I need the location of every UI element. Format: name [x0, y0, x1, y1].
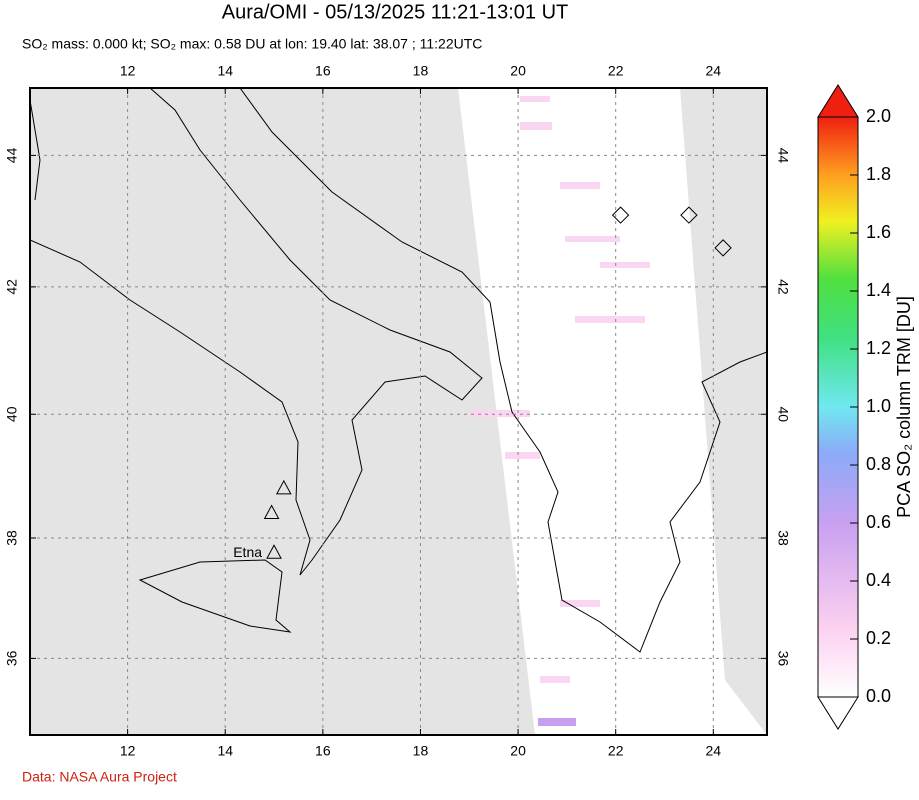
colorbar-tick-label: 0.4: [866, 570, 891, 590]
x-tick-label: 20: [510, 63, 526, 79]
volcano-marker: [266, 544, 282, 559]
x-tick-label: 12: [120, 743, 136, 759]
credit: Data: NASA Aura Project: [22, 769, 177, 785]
colorbar-tick-label: 1.6: [866, 222, 891, 242]
swath-stripes: [470, 96, 650, 683]
volcano-marker: [680, 206, 698, 224]
coastlines: [30, 88, 767, 653]
y-tick-label: 38: [4, 530, 20, 546]
colorbar-max-arrow: [817, 84, 859, 118]
no-data-right: [680, 88, 767, 735]
x-tick-label: 20: [510, 743, 526, 759]
colorbar-min-arrow: [817, 696, 859, 730]
x-tick-label: 16: [315, 63, 331, 79]
colorbar-tick-label: 1.2: [866, 338, 891, 358]
volcano-marker: [275, 479, 292, 495]
y-tick-label: 38: [775, 530, 791, 546]
x-tick-label: 24: [706, 63, 722, 79]
y-tick-label: 36: [4, 650, 20, 666]
subtitle: SO₂ mass: 0.000 kt; SO₂ max: 0.58 DU at …: [22, 36, 482, 52]
y-tick-label: 44: [4, 147, 20, 163]
volcano-label: Etna: [233, 544, 262, 560]
x-tick-label: 14: [217, 743, 233, 759]
colorbar-tick-label: 0.8: [866, 454, 891, 474]
no-data-left: [30, 88, 535, 735]
x-tick-label: 22: [608, 63, 624, 79]
x-tick-label: 16: [315, 743, 331, 759]
y-tick-label: 40: [775, 406, 791, 422]
volcano-marker: [611, 206, 630, 224]
x-tick-label: 22: [608, 743, 624, 759]
map-area: Etna: [30, 88, 767, 735]
colorbar-tick-label: 0.0: [866, 686, 891, 706]
y-tick-label: 44: [775, 148, 791, 164]
title: Aura/OMI - 05/13/2025 11:21-13:01 UT: [222, 1, 569, 23]
y-tick-label: 40: [4, 406, 20, 422]
colorbar-tick-label: 2.0: [866, 106, 891, 126]
colorbar-tick-label: 0.6: [866, 512, 891, 532]
x-tick-label: 12: [120, 63, 136, 79]
volcano-marker: [263, 504, 280, 520]
y-tick-label: 42: [4, 279, 20, 295]
colorbar-tick-label: 1.4: [866, 280, 891, 300]
markers: Etna: [233, 206, 732, 560]
colorbar-tick-label: 1.8: [866, 164, 891, 184]
colorbar-tick-label: 1.0: [866, 396, 891, 416]
x-tick-label: 14: [217, 63, 233, 79]
axes: 12 12 14 14 16 16 18 18 20 20 22 22 24 24 36 36 38 38 40 40…: [4, 63, 792, 759]
x-tick-label: 24: [706, 743, 722, 759]
grid: [30, 88, 767, 735]
x-tick-label: 18: [413, 63, 429, 79]
x-tick-label: 18: [413, 743, 429, 759]
map-frame: [29, 87, 768, 736]
volcano-marker: [714, 239, 732, 257]
colorbar-label: PCA SO₂ column TRM [DU]: [894, 296, 914, 518]
y-tick-label: 42: [775, 279, 791, 295]
y-tick-label: 36: [775, 651, 791, 667]
swath-stripe-strong: [538, 718, 576, 726]
colorbar-tick-label: 0.2: [866, 628, 891, 648]
